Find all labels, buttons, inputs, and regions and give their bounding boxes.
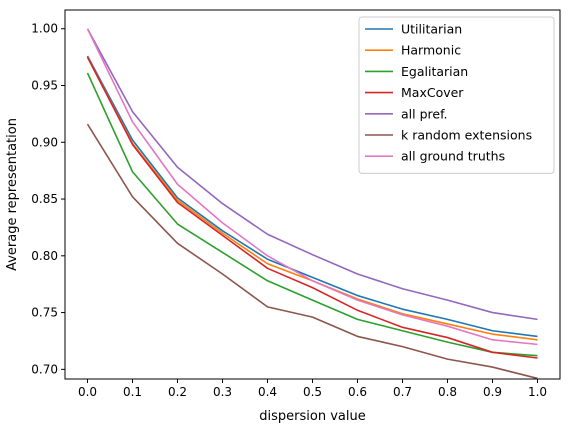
legend-label: k random extensions [401, 128, 532, 143]
series-line-6 [86, 28, 538, 346]
series-layer [86, 28, 538, 380]
legend-label: MaxCover [401, 85, 464, 100]
legend-label: Egalitarian [401, 64, 468, 79]
x-tick-label: 0.9 [483, 385, 502, 399]
x-tick-label: 0.0 [78, 385, 97, 399]
x-tick-label: 0.1 [123, 385, 142, 399]
y-axis: 0.70 0.75 0.80 0.85 0.90 0.95 1.00 [31, 22, 65, 376]
series-line-3 [86, 56, 538, 359]
x-tick-label: 1.0 [528, 385, 547, 399]
y-axis-label: Average representation [5, 118, 20, 271]
y-tick-label: 0.70 [31, 362, 58, 376]
series-line-4 [86, 28, 538, 321]
legend-label: Utilitarian [401, 22, 462, 37]
legend-box [358, 16, 555, 174]
legend-label: Harmonic [401, 43, 461, 58]
legend-label: all ground truths [401, 149, 505, 164]
x-tick-label: 0.4 [258, 385, 277, 399]
y-tick-label: 0.90 [31, 135, 58, 149]
y-tick-label: 0.95 [31, 79, 58, 93]
x-tick-label: 0.3 [213, 385, 232, 399]
y-tick-label: 0.75 [31, 306, 58, 320]
x-tick-label: 0.8 [438, 385, 457, 399]
series-line-0 [86, 55, 538, 338]
x-tick-label: 0.5 [303, 385, 322, 399]
legend: Utilitarian Harmonic Egalitarian MaxCover al… [358, 16, 555, 174]
y-tick-label: 1.00 [31, 22, 58, 36]
x-axis-label: dispersion value [259, 409, 365, 424]
legend-label: all pref. [401, 106, 448, 121]
x-tick-label: 0.2 [168, 385, 187, 399]
y-tick-label: 0.80 [31, 249, 58, 263]
x-tick-label: 0.6 [348, 385, 367, 399]
x-axis: 0.0 0.1 0.2 0.3 0.4 0.5 0.6 0.7 0.8 0.9 1.0 [78, 379, 547, 399]
series-line-2 [86, 72, 538, 357]
series-line-5 [86, 123, 538, 380]
x-tick-label: 0.7 [393, 385, 412, 399]
y-tick-label: 0.85 [31, 192, 58, 206]
